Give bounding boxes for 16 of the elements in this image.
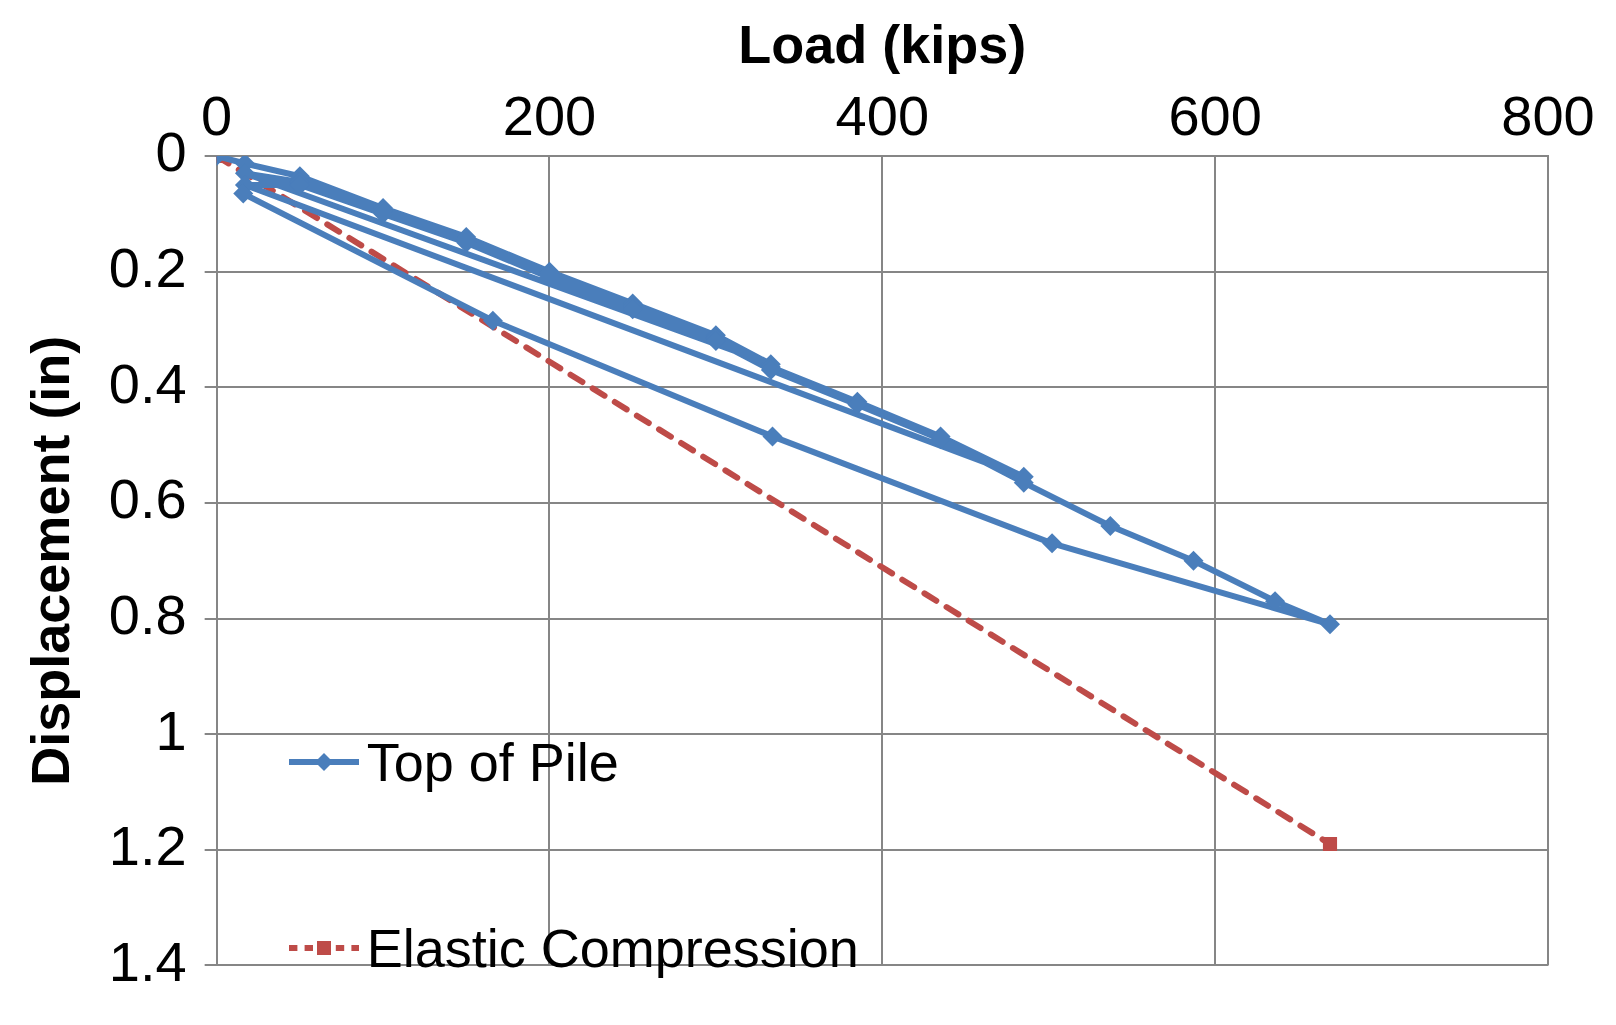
- x-axis-title: Load (kips): [738, 14, 1027, 75]
- y-tick-label: 0.6: [108, 467, 187, 531]
- y-tick-label: 0.2: [108, 236, 187, 300]
- y-tick-label: 1.4: [108, 929, 187, 993]
- legend-label: Elastic Compression: [366, 917, 859, 981]
- y-axis-title: Displacement (in): [20, 335, 81, 786]
- x-tick-label: 600: [1168, 83, 1262, 147]
- y-tick-label: 1: [155, 698, 187, 762]
- x-tick-label: 400: [835, 83, 930, 147]
- y-tick-label: 1.2: [108, 814, 187, 878]
- x-tick-label: 0: [201, 83, 233, 147]
- y-tick-label: 0.8: [108, 582, 187, 646]
- x-tick-label: 200: [502, 83, 597, 147]
- legend-label: Top of Pile: [366, 731, 619, 795]
- x-tick-label: 800: [1501, 83, 1595, 147]
- y-tick-label: 0.4: [108, 351, 187, 415]
